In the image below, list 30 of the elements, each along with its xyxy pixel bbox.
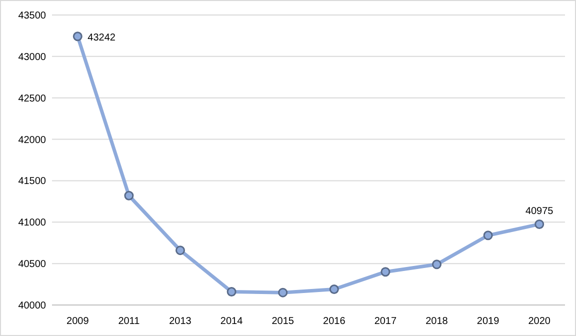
x-tick-label: 2016	[323, 316, 346, 327]
point	[329, 284, 339, 294]
x-tick-label: 2014	[220, 316, 244, 327]
point	[124, 190, 134, 200]
point	[534, 219, 544, 229]
x-tick-label: 2019	[476, 316, 500, 327]
point	[483, 230, 493, 240]
x-tick-label: 2015	[272, 316, 294, 327]
y-tick-label: 40500	[18, 259, 46, 270]
x-tick-label: 2020	[528, 316, 551, 327]
y-tick-label: 42000	[18, 134, 46, 146]
x-tick-label: 2013	[169, 316, 192, 327]
y-tick-label: 41500	[18, 176, 46, 188]
x-tick-label: 2017	[374, 316, 398, 327]
point	[278, 288, 288, 298]
y-tick-label: 43500	[18, 10, 46, 22]
x-tick-label: 2011	[118, 316, 140, 327]
data-label: 40975	[525, 206, 554, 218]
x-tick-label: 2018	[426, 316, 448, 327]
data-label: 43242	[88, 32, 116, 44]
point	[72, 32, 82, 42]
y-tick-label: 42500	[18, 93, 46, 104]
y-tick-label: 43000	[18, 52, 46, 63]
point	[432, 260, 442, 270]
y-tick-label: 40000	[18, 300, 46, 312]
y-tick-label: 41000	[18, 218, 46, 229]
point	[176, 246, 185, 256]
point	[226, 286, 236, 296]
point	[380, 267, 390, 277]
x-tick-label: 2009	[66, 316, 90, 327]
